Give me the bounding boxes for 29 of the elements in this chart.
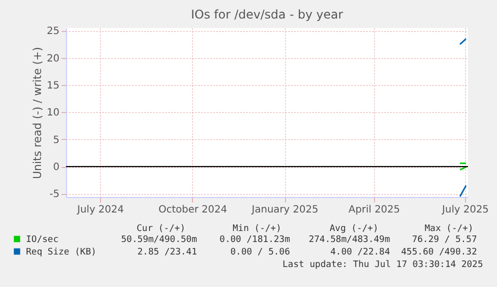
text: 76.29 / 5.57: [412, 235, 477, 245]
text: 2.85 /23.41: [137, 248, 197, 258]
x-tick-label: January 2025: [250, 204, 318, 216]
text: 50.59m/490.50m: [121, 235, 197, 245]
text: 455.60 /490.32: [401, 248, 477, 258]
y-axis-title: Units read (-) / write (+): [30, 46, 44, 180]
text: Cur (-/+): [136, 224, 186, 234]
x-tick-label: October 2024: [158, 204, 228, 216]
text: 274.58m/483.49m: [308, 235, 390, 245]
y-tick-label: 10: [46, 108, 60, 119]
x-tick-label: July 2025: [441, 204, 489, 216]
text: Last update: Thu Jul 17 03:30:14 2025: [282, 260, 483, 270]
text: 0.00 / 5.06: [230, 248, 290, 258]
y-tick-label: 15: [46, 80, 60, 92]
x-tick-label: July 2024: [76, 204, 124, 216]
y-tick-label: 20: [46, 53, 60, 64]
text: Avg (-/+): [330, 224, 378, 234]
y-tick-label: 25: [46, 26, 60, 38]
y-tick-label: 5: [53, 134, 60, 146]
text: 0.00 /181.23m: [220, 235, 290, 245]
y-tick-label: 0: [53, 162, 60, 174]
text: Min (-/+): [232, 224, 282, 234]
x-tick-label: April 2025: [348, 204, 400, 216]
text: 4.00 /22.84: [330, 248, 390, 258]
legend-label: IO/sec: [26, 235, 59, 245]
y-tick-label: -5: [50, 189, 60, 200]
chart-title: IOs for /dev/sda - by year: [190, 8, 344, 22]
legend-label: Req Size (KB): [26, 248, 96, 258]
text: Max (-/+): [424, 224, 474, 234]
